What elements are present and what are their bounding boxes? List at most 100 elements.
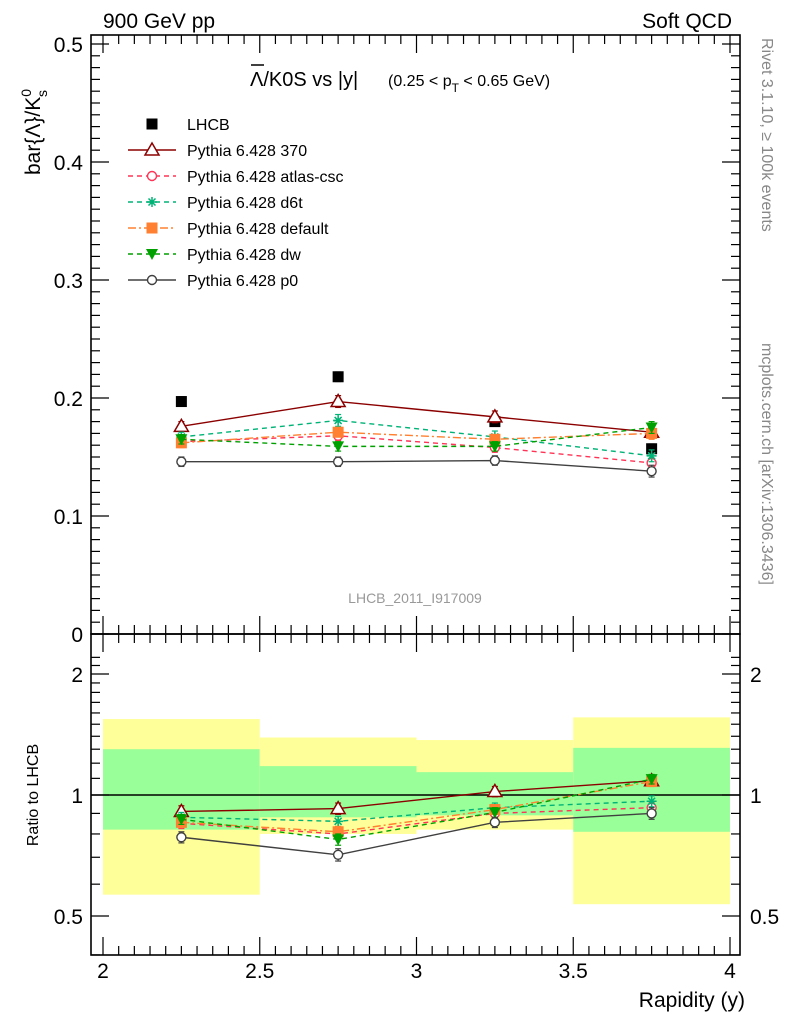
- main-series-4-line: [181, 431, 652, 444]
- header-left: 900 GeV pp: [103, 10, 215, 33]
- legend-marker-1: [143, 141, 161, 156]
- main-series-0-point-1: [332, 371, 344, 383]
- ratio-series-3-point-1: [332, 826, 344, 838]
- ratio-series-0-line: [181, 780, 652, 813]
- ratio-series-4-point-1: [332, 834, 345, 846]
- ratio-ytick-label-right-0: 0.5: [750, 906, 779, 929]
- main-ytick-label-5: 0.5: [54, 34, 83, 57]
- ratio-ytick-label-0: 0.5: [54, 906, 83, 929]
- ratio-series-4: [175, 773, 658, 846]
- x-axis-label: Rapidity (y): [639, 989, 745, 1012]
- ratio-xtick-label-1: 2.5: [245, 960, 274, 983]
- ratio-xtick-label-3: 3.5: [559, 960, 588, 983]
- main-plot-series: [173, 371, 660, 478]
- main-series-5-point-2: [488, 441, 501, 453]
- legend-label-3: Pythia 6.428 d6t: [187, 195, 303, 212]
- main-ylabel-main: bar{Λ}/K: [22, 97, 45, 175]
- main-series-6-point-2: [489, 455, 501, 466]
- ratio-series-1-line: [181, 806, 652, 835]
- main-series-5-point-1: [332, 441, 345, 453]
- legend-label-6: Pythia 6.428 p0: [187, 273, 298, 290]
- main-series-1-point-1: [329, 393, 347, 408]
- main-series-0-point-3: [646, 443, 658, 455]
- main-ylabel-sub: s: [34, 90, 50, 97]
- main-ytick-label-4: 0.4: [54, 152, 84, 175]
- legend-marker-5: [146, 249, 158, 260]
- ratio-series-4-point-0: [175, 814, 188, 826]
- main-series-2-line: [181, 435, 652, 464]
- title-sub-prefix: (0.25 < p: [388, 73, 452, 90]
- legend-marker-3: [147, 197, 157, 207]
- main-series-6-point-3: [646, 465, 657, 477]
- analysis-watermark: LHCB_2011_I917009: [348, 590, 482, 606]
- main-series-1-line: [181, 400, 652, 433]
- title-main: Λ/K0S vs |y|: [250, 69, 358, 91]
- main-series-3-line: [181, 419, 652, 457]
- ratio-ytick-label-right-1: 1: [750, 785, 762, 808]
- main-series-1: [173, 393, 660, 439]
- main-series-1-point-2: [486, 408, 504, 423]
- main-ylabel: bar{Λ}/K0s: [18, 89, 50, 175]
- main-ylabel-sup: 0: [18, 89, 34, 97]
- ratio-series-5-point-0: [176, 832, 187, 843]
- ratio-series-4-line: [181, 778, 652, 841]
- legend-marker-2: [146, 170, 158, 182]
- main-series-6-point-1: [332, 456, 344, 467]
- main-series-6-line: [181, 459, 652, 472]
- main-series-4-point-2: [489, 433, 501, 445]
- legend-marker-4: [146, 222, 158, 234]
- legend-label-1: Pythia 6.428 370: [187, 143, 307, 160]
- legend-entry-5: Pythia 6.428 dw: [128, 247, 301, 264]
- legend-entry-4: Pythia 6.428 default: [128, 221, 329, 238]
- legend-marker-6: [146, 274, 158, 286]
- main-series-6-point-0: [176, 456, 187, 467]
- ratio-ytick-label-right-2: 2: [750, 664, 762, 687]
- legend-entry-2: Pythia 6.428 atlas-csc: [128, 169, 344, 186]
- legend-entry-0: LHCB: [146, 117, 230, 134]
- ratio-xtick-label-2: 3: [411, 960, 423, 983]
- ratio-xtick-label-4: 4: [724, 960, 736, 983]
- ratio-series-5-point-1: [332, 849, 344, 860]
- main-series-5-point-3: [645, 422, 658, 434]
- ratio-series-5-point-2: [489, 817, 501, 828]
- legend-label-2: Pythia 6.428 atlas-csc: [187, 169, 344, 186]
- ratio-series-4-point-2: [488, 807, 501, 819]
- main-title: Λ/K0S vs |y| (0.25 < pT < 0.65 GeV): [250, 64, 550, 95]
- title-sub-subscript: T: [452, 81, 460, 95]
- legend-marker-0: [146, 118, 158, 130]
- title-sub: (0.25 < pT < 0.65 GeV): [388, 73, 550, 95]
- ratio-series-2-point-3: [646, 796, 657, 807]
- axes: 0 0.1 0.2 0.3 0.4 0.5 2 2.5 3 3.5 4 0.5 0.5 1 1 2 2: [54, 34, 779, 983]
- legend-entry-6: Pythia 6.428 p0: [128, 273, 298, 290]
- main-series-0-point-0: [175, 396, 187, 408]
- title-bar-char: Λ: [250, 69, 264, 91]
- ratio-series-2-line: [181, 800, 652, 823]
- legend: LHCB Pythia 6.428 370 Pythia 6.428 atlas-c…: [128, 117, 344, 290]
- main-series-4-point-1: [332, 426, 344, 438]
- ratio-plot-series: [173, 772, 660, 862]
- rivet-side-text: Rivet 3.1.10, ≥ 100k events: [758, 38, 775, 232]
- main-ytick-label-1: 0.1: [54, 506, 83, 529]
- main-ytick-label-3: 0.3: [54, 270, 83, 293]
- ratio-xtick-label-0: 2: [97, 960, 109, 983]
- legend-entry-3: Pythia 6.428 d6t: [128, 195, 303, 212]
- legend-entry-1: Pythia 6.428 370: [128, 141, 307, 160]
- main-ytick-label-0: 0: [71, 624, 83, 647]
- header-right: Soft QCD: [642, 10, 732, 33]
- ratio-series-0-point-2: [486, 783, 504, 798]
- main-series-1-point-0: [173, 417, 190, 433]
- ratio-series-5-point-3: [646, 808, 657, 819]
- main-series-3-point-3: [646, 450, 657, 461]
- legend-label-4: Pythia 6.428 default: [187, 221, 329, 238]
- legend-label-5: Pythia 6.428 dw: [187, 247, 301, 264]
- main-series-5: [175, 421, 658, 453]
- legend-label-0: LHCB: [187, 117, 230, 134]
- main-series-3-point-1: [333, 415, 344, 426]
- ratio-ylabel: Ratio to LHCB: [25, 744, 42, 846]
- ratio-series-3-line: [181, 780, 652, 833]
- ratio-series-5-line: [181, 812, 652, 856]
- main-series-6: [176, 455, 657, 478]
- mcplots-side-text: mcplots.cern.ch [arXiv:1306.3436]: [758, 343, 775, 585]
- title-sub-suffix: < 0.65 GeV): [459, 73, 550, 90]
